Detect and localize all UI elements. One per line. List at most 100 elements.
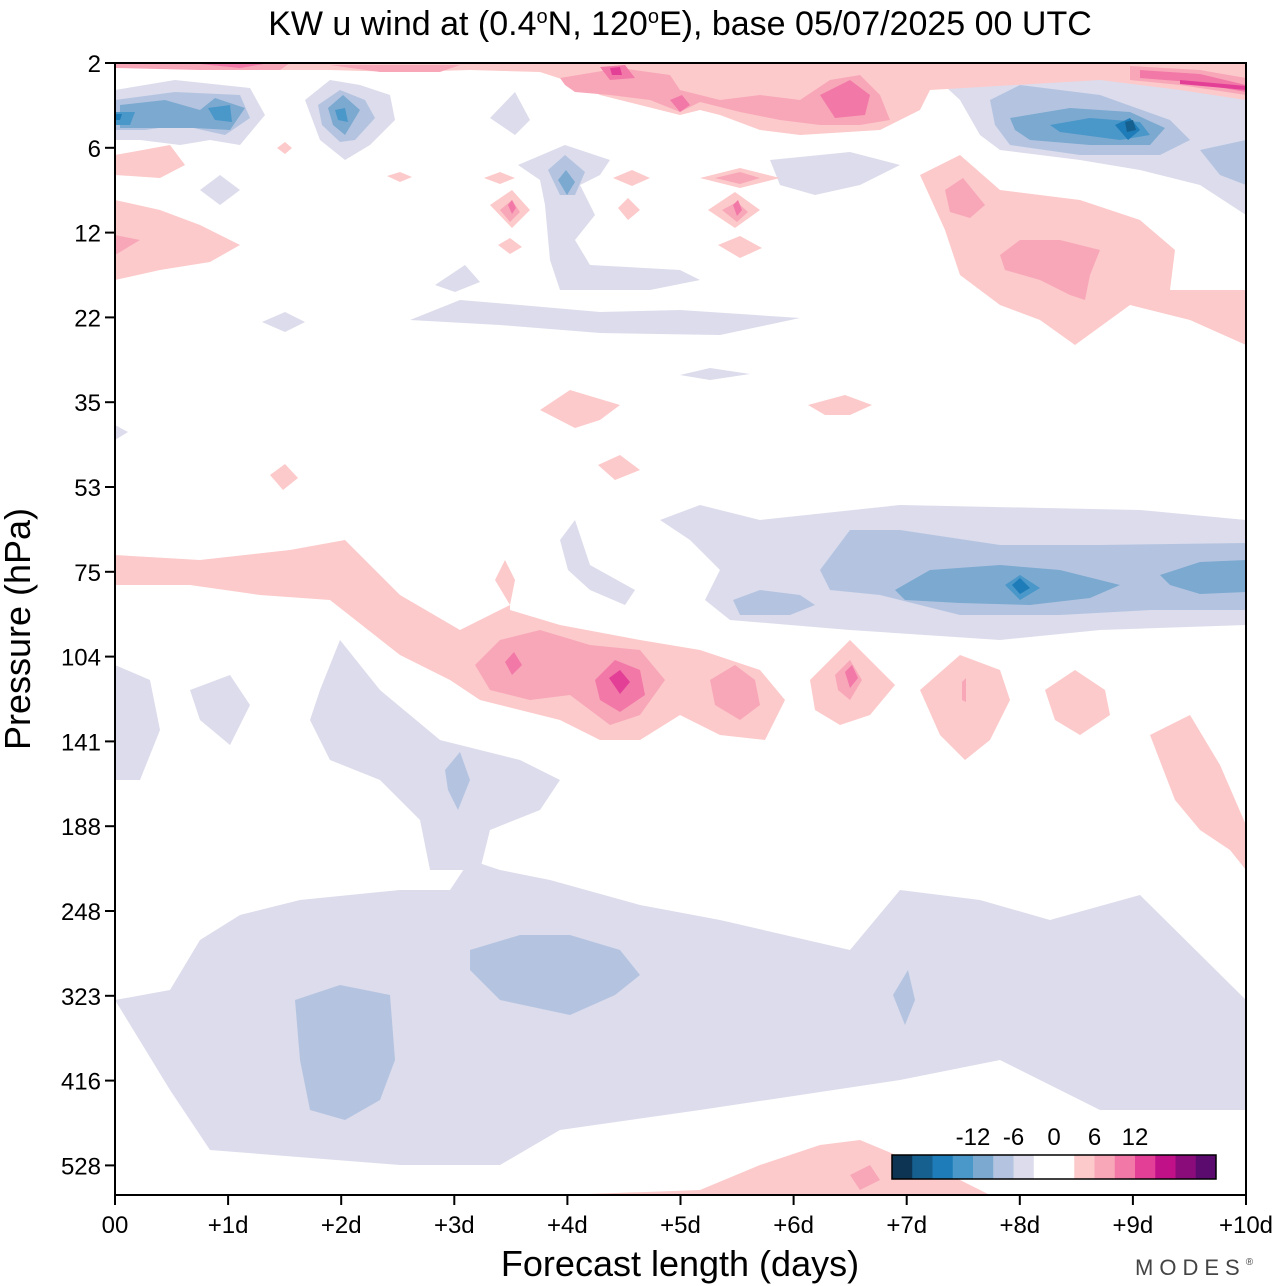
x-tick-label: +5d [660,1212,701,1239]
colorbar-swatch [932,1155,954,1179]
colorbar-label: 0 [1047,1124,1060,1151]
contour-region [208,105,232,122]
contour-region [718,236,762,258]
colorbar-swatch [1054,1155,1075,1179]
contour-region [500,200,520,222]
contour-level-minus9 [120,63,1246,605]
y-tick-label: 2 [88,51,101,78]
contour-region [680,368,750,380]
contour-level-plus12 [609,67,1246,694]
y-tick-label: 188 [61,814,101,841]
contour-region [722,202,748,222]
colorbar-swatch [952,1155,974,1179]
contour-region [518,145,700,290]
contour-region [445,752,470,810]
x-tick-label: +4d [547,1212,588,1239]
y-tick-label: 528 [61,1153,101,1180]
contour-region [609,670,630,694]
y-tick-label: 22 [74,305,101,332]
contour-region [945,178,985,218]
colorbar-swatch [973,1155,994,1179]
contour-region [115,114,122,120]
contour-region [200,175,240,205]
x-tick-label: +9d [1113,1212,1154,1239]
contour-region [190,63,270,68]
contour-region [190,675,250,745]
colorbar: -12 -6 0 6 12 [891,1124,1217,1180]
contour-region [310,640,560,870]
contour-region [540,390,620,428]
contour-region [115,145,185,178]
contour-region [670,95,690,112]
colorbar-swatch [1013,1155,1035,1179]
contour-region [613,170,650,186]
contour-region [715,172,760,184]
colorbar-swatch [1175,1155,1197,1179]
contour-region [330,65,460,72]
contour-region [498,238,522,254]
y-tick-label: 12 [74,221,101,248]
y-tick-label: 53 [74,475,101,502]
colorbar-swatch [892,1155,913,1179]
colorbar-swatch [1033,1155,1055,1179]
contour-region [490,92,530,135]
y-tick-label: 323 [61,984,101,1011]
contour-region [1150,715,1246,870]
contour-region [710,665,760,720]
y-tick-label: 75 [74,560,101,587]
x-tick-label: +1d [208,1212,249,1239]
brand-logo: MODES® [1135,1255,1254,1280]
contour-region [618,198,640,220]
contour-region [295,985,395,1120]
contour-region [733,200,742,216]
contour-region [962,678,966,702]
x-tick-label: +10d [1219,1212,1273,1239]
contour-region [1125,120,1136,132]
contour-region [560,520,635,605]
contour-region [808,395,872,415]
colorbar-label: -12 [956,1124,991,1151]
contour-region [610,67,622,75]
contour-region [1012,578,1030,594]
x-axis: 00 +1d +2d +3d +4d +5d +6d +7d +8d +9d +10d [102,1195,1273,1239]
x-tick-label: 00 [102,1212,129,1239]
contour-region [470,935,640,1015]
x-tick-label: +2d [321,1212,362,1239]
contour-region [277,142,292,154]
contour-field [115,63,1246,1195]
contour-region [115,235,140,255]
contour-region [508,200,516,214]
y-tick-label: 248 [61,899,101,926]
contour-region [1000,240,1100,300]
contour-region [560,1140,990,1195]
contour-region [920,655,1010,760]
contour-region [115,425,128,440]
contour-region [505,652,522,675]
contour-region [115,665,160,780]
contour-region [410,300,800,335]
contour-region [120,98,245,130]
y-axis-label: Pressure (hPa) [0,508,38,750]
contour-region [560,68,890,125]
colorbar-swatch [1155,1155,1176,1179]
x-tick-label: +3d [434,1212,475,1239]
contour-region [1160,560,1246,594]
contour-region [484,172,515,184]
contour-level-minus18 [1125,120,1136,132]
contour-level-plus6 [115,63,1246,1190]
contour-region [1180,80,1246,90]
y-tick-label: 141 [61,729,101,756]
x-tick-label: +7d [886,1212,927,1239]
y-axis: 2 6 12 22 35 53 75 104 141 188 248 323 416 528 [61,51,115,1180]
contour-region [262,312,305,332]
y-tick-label: 416 [61,1069,101,1096]
colorbar-label: -6 [1003,1124,1024,1151]
colorbar-label: 6 [1088,1124,1101,1151]
colorbar-label: 12 [1122,1124,1149,1151]
x-axis-label: Forecast length (days) [501,1243,859,1284]
contour-region [558,170,575,195]
contour-region [387,172,412,182]
colorbar-swatch [1074,1155,1095,1179]
colorbar-frame [891,1154,1217,1180]
contour-region [115,860,1246,1165]
